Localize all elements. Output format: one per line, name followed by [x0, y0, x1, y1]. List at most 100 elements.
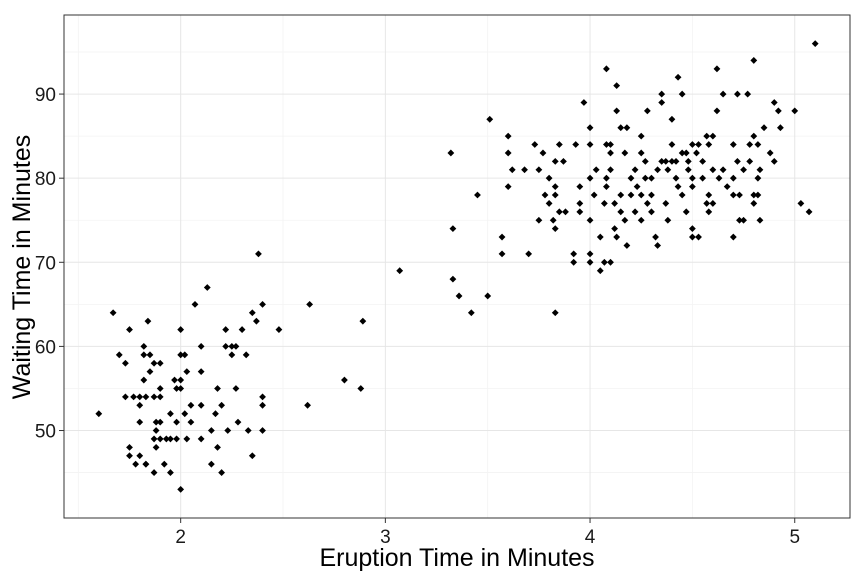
- data-point: [95, 410, 103, 418]
- data-point: [688, 225, 696, 233]
- data-point: [357, 385, 365, 392]
- data-point: [603, 174, 610, 182]
- data-point: [177, 351, 185, 359]
- data-point: [140, 343, 148, 350]
- data-point: [770, 99, 778, 106]
- data-point: [197, 368, 205, 376]
- data-point: [586, 124, 594, 132]
- data-point: [603, 141, 610, 148]
- data-point: [539, 149, 547, 157]
- data-point: [156, 393, 164, 401]
- data-point: [607, 166, 614, 174]
- data-point: [455, 292, 463, 300]
- data-point: [709, 132, 717, 140]
- data-point: [486, 115, 494, 123]
- data-point: [678, 191, 686, 199]
- data-point: [484, 292, 492, 300]
- x-axis-ticks: 2 3 4 5: [175, 518, 800, 548]
- data-point: [664, 216, 672, 224]
- x-axis-title: Eruption Time in Minutes: [319, 544, 594, 572]
- data-point: [212, 410, 219, 418]
- data-point: [750, 191, 758, 199]
- y-tick-label: 90: [35, 85, 56, 106]
- data-point: [259, 427, 266, 434]
- data-point: [668, 157, 676, 165]
- data-point: [218, 401, 226, 409]
- x-tick-label: 4: [585, 527, 596, 548]
- data-point: [253, 317, 260, 325]
- data-point: [705, 208, 713, 216]
- data-point: [709, 200, 717, 207]
- data-point: [586, 141, 594, 148]
- data-point: [555, 141, 563, 148]
- data-point: [197, 343, 205, 350]
- data-point: [449, 225, 457, 233]
- data-point: [234, 418, 242, 426]
- data-point: [744, 90, 752, 98]
- data-point: [600, 258, 608, 266]
- data-point: [695, 141, 702, 148]
- data-point: [637, 216, 645, 224]
- data-point: [146, 368, 154, 376]
- data-point: [754, 174, 762, 182]
- data-point: [613, 107, 621, 115]
- data-point: [756, 216, 764, 224]
- data-point: [688, 233, 696, 241]
- data-point: [590, 191, 598, 199]
- data-point: [648, 208, 655, 216]
- data-point: [551, 225, 559, 233]
- data-point: [173, 418, 180, 426]
- data-point: [177, 376, 185, 384]
- data-point: [109, 309, 117, 317]
- data-point: [750, 200, 758, 207]
- data-point: [674, 73, 682, 81]
- data-point: [156, 418, 164, 426]
- data-point: [146, 351, 154, 359]
- data-point: [248, 452, 256, 460]
- data-point: [613, 233, 621, 241]
- data-point: [150, 469, 158, 476]
- data-point: [570, 258, 578, 266]
- data-point: [729, 191, 737, 199]
- data-point: [592, 166, 600, 174]
- data-point: [662, 200, 670, 207]
- data-point: [750, 132, 758, 140]
- data-point: [396, 267, 404, 275]
- data-point: [152, 443, 160, 451]
- data-point: [572, 141, 580, 148]
- data-point: [136, 452, 144, 460]
- data-point: [623, 242, 631, 249]
- data-point: [693, 149, 700, 157]
- data-point: [259, 401, 266, 409]
- data-point: [173, 435, 180, 443]
- x-tick-label: 3: [380, 527, 391, 548]
- data-point: [719, 90, 727, 98]
- data-point: [504, 149, 512, 157]
- data-point: [551, 157, 559, 165]
- data-point: [607, 141, 614, 148]
- data-point: [150, 435, 158, 443]
- x-tick-label: 2: [175, 527, 186, 548]
- y-axis-title: Waiting Time in Minutes: [8, 135, 36, 399]
- data-point: [603, 65, 610, 73]
- data-point: [197, 401, 205, 409]
- y-tick-label: 50: [35, 422, 56, 443]
- data-point: [244, 427, 252, 434]
- data-point: [126, 326, 133, 333]
- data-point: [248, 309, 256, 317]
- data-point: [668, 141, 676, 148]
- data-point: [600, 200, 608, 207]
- data-point: [695, 233, 702, 241]
- data-point: [734, 90, 741, 98]
- data-point: [617, 191, 625, 199]
- data-point: [359, 317, 367, 325]
- data-point: [688, 174, 696, 182]
- data-point: [541, 191, 549, 199]
- data-point: [228, 343, 236, 350]
- data-point: [218, 469, 226, 476]
- data-point: [535, 216, 543, 224]
- data-point: [705, 191, 713, 199]
- data-point: [555, 208, 563, 216]
- data-point: [641, 174, 649, 182]
- data-point: [126, 452, 133, 460]
